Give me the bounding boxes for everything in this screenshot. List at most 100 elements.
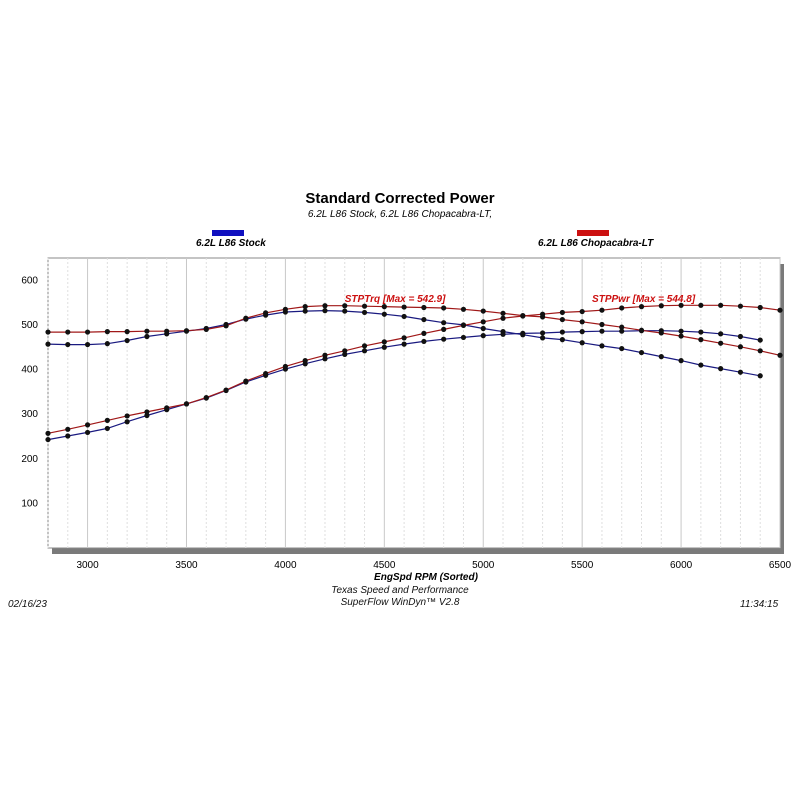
data-point bbox=[718, 366, 724, 372]
footer-company: Texas Speed and Performance bbox=[331, 585, 469, 596]
data-point bbox=[164, 405, 170, 411]
data-point bbox=[737, 333, 744, 340]
data-point bbox=[401, 304, 407, 310]
data-point bbox=[144, 333, 150, 340]
data-point bbox=[737, 369, 744, 375]
data-point bbox=[559, 316, 565, 323]
data-point bbox=[263, 370, 269, 377]
data-point bbox=[441, 320, 447, 326]
data-point bbox=[302, 304, 308, 310]
y-tick-label: 400 bbox=[21, 365, 38, 376]
series-line-3 bbox=[47, 304, 781, 434]
legend-swatch-chopacabra bbox=[577, 230, 609, 236]
data-point bbox=[421, 316, 427, 323]
data-point bbox=[500, 331, 506, 337]
data-point bbox=[342, 348, 348, 354]
x-tick-label: 6500 bbox=[769, 560, 792, 571]
data-point bbox=[658, 303, 664, 309]
data-point bbox=[401, 335, 407, 341]
data-point bbox=[698, 302, 704, 308]
data-point bbox=[480, 319, 486, 325]
data-point bbox=[698, 337, 704, 343]
data-point bbox=[45, 329, 51, 335]
data-point bbox=[401, 341, 407, 347]
annotation-0: STPTrq [Max = 542.9] bbox=[345, 294, 446, 305]
data-point bbox=[84, 429, 91, 436]
data-point bbox=[500, 310, 506, 316]
data-point bbox=[658, 330, 664, 336]
data-point bbox=[223, 387, 229, 393]
x-tick-label: 3000 bbox=[76, 560, 99, 571]
data-point bbox=[698, 362, 704, 368]
x-tick-label: 4500 bbox=[373, 560, 396, 571]
legend-label-chopacabra: 6.2L L86 Chopacabra-LT bbox=[538, 238, 654, 249]
data-point bbox=[65, 341, 71, 348]
data-point bbox=[84, 422, 91, 428]
data-point bbox=[104, 329, 110, 335]
data-point bbox=[777, 307, 783, 313]
legend-swatch-stock bbox=[212, 230, 244, 236]
data-point bbox=[520, 313, 526, 319]
data-point bbox=[144, 328, 150, 334]
data-point bbox=[203, 395, 209, 401]
data-point bbox=[638, 304, 645, 310]
data-point bbox=[342, 351, 348, 357]
data-point bbox=[243, 315, 249, 321]
data-point bbox=[421, 330, 427, 336]
data-point bbox=[361, 348, 368, 354]
data-point bbox=[144, 412, 150, 419]
data-point bbox=[65, 433, 71, 439]
data-point bbox=[579, 329, 585, 335]
data-point bbox=[302, 358, 308, 364]
data-point bbox=[45, 341, 51, 347]
x-tick-label: 5500 bbox=[571, 560, 594, 571]
data-point bbox=[381, 344, 387, 350]
data-point bbox=[183, 401, 190, 407]
data-point bbox=[421, 304, 427, 311]
data-point bbox=[183, 328, 190, 334]
data-point bbox=[45, 430, 51, 436]
data-point bbox=[302, 308, 308, 314]
data-point bbox=[579, 340, 585, 346]
data-point bbox=[718, 340, 724, 346]
data-point bbox=[342, 308, 348, 314]
data-point bbox=[559, 309, 565, 316]
data-point bbox=[282, 306, 289, 312]
data-point bbox=[460, 334, 467, 341]
legend-label-stock: 6.2L L86 Stock bbox=[196, 238, 266, 249]
annotation-1: STPPwr [Max = 544.8] bbox=[592, 294, 696, 305]
data-point bbox=[757, 348, 763, 354]
data-point bbox=[619, 328, 625, 334]
data-point bbox=[84, 341, 91, 348]
data-point bbox=[737, 344, 744, 350]
data-point bbox=[698, 329, 704, 335]
data-point bbox=[441, 326, 447, 332]
data-point bbox=[243, 378, 249, 384]
data-point bbox=[223, 323, 229, 329]
y-tick-label: 300 bbox=[21, 409, 38, 420]
chart-title: Standard Corrected Power bbox=[305, 190, 495, 207]
data-point bbox=[757, 304, 763, 311]
data-point bbox=[124, 419, 130, 425]
data-point bbox=[441, 305, 447, 311]
data-point bbox=[638, 349, 645, 356]
y-tick-label: 100 bbox=[21, 498, 38, 509]
footer-date: 02/16/23 bbox=[8, 599, 47, 610]
data-point bbox=[480, 333, 486, 339]
data-point bbox=[282, 363, 289, 370]
data-point bbox=[678, 302, 684, 308]
data-point bbox=[500, 315, 506, 321]
y-tick-label: 200 bbox=[21, 454, 38, 465]
data-point bbox=[65, 329, 71, 335]
data-point bbox=[599, 328, 605, 334]
data-point bbox=[322, 308, 328, 314]
data-point bbox=[619, 305, 625, 311]
data-point bbox=[757, 337, 763, 343]
chart-subtitle: 6.2L L86 Stock, 6.2L L86 Chopacabra-LT, bbox=[307, 209, 493, 220]
data-point bbox=[441, 336, 447, 342]
data-point bbox=[480, 308, 486, 314]
data-point bbox=[45, 436, 51, 443]
series-line-2 bbox=[48, 305, 781, 356]
data-point bbox=[124, 329, 130, 335]
data-point bbox=[460, 322, 467, 328]
